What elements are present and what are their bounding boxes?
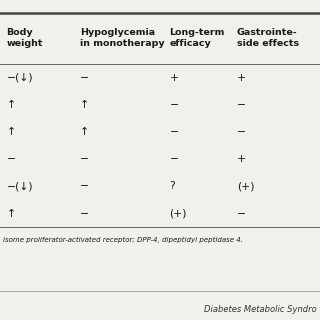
Text: isome proliferator-activated receptor; DPP-4, dipeptidyl peptidase 4.: isome proliferator-activated receptor; D… <box>3 237 243 243</box>
Text: −: − <box>80 209 89 219</box>
Text: ↑: ↑ <box>6 127 16 137</box>
Text: ↑: ↑ <box>6 209 16 219</box>
Text: Diabetes Metabolic Syndro: Diabetes Metabolic Syndro <box>204 305 317 314</box>
Text: (+): (+) <box>237 181 254 191</box>
Text: −: − <box>6 154 16 164</box>
Text: −: − <box>170 100 179 110</box>
Text: (+): (+) <box>170 209 187 219</box>
Text: +: + <box>170 73 179 83</box>
Text: ↑: ↑ <box>80 100 89 110</box>
Text: −: − <box>170 154 179 164</box>
Text: −: − <box>80 181 89 191</box>
Text: ↑: ↑ <box>6 100 16 110</box>
Text: −(↓): −(↓) <box>6 73 33 83</box>
Text: −: − <box>80 73 89 83</box>
Text: −(↓): −(↓) <box>6 181 33 191</box>
Text: −: − <box>237 127 246 137</box>
Text: +: + <box>237 154 246 164</box>
Text: −: − <box>237 209 246 219</box>
Text: −: − <box>170 127 179 137</box>
Text: Long-term
efficacy: Long-term efficacy <box>170 28 225 48</box>
Text: ?: ? <box>170 181 175 191</box>
Text: +: + <box>237 73 246 83</box>
Text: −: − <box>237 100 246 110</box>
Text: −: − <box>80 154 89 164</box>
Text: Hypoglycemia
in monotherapy: Hypoglycemia in monotherapy <box>80 28 164 48</box>
Text: ↑: ↑ <box>80 127 89 137</box>
Text: Body
weight: Body weight <box>6 28 43 48</box>
Text: Gastrointe-
side effects: Gastrointe- side effects <box>237 28 299 48</box>
